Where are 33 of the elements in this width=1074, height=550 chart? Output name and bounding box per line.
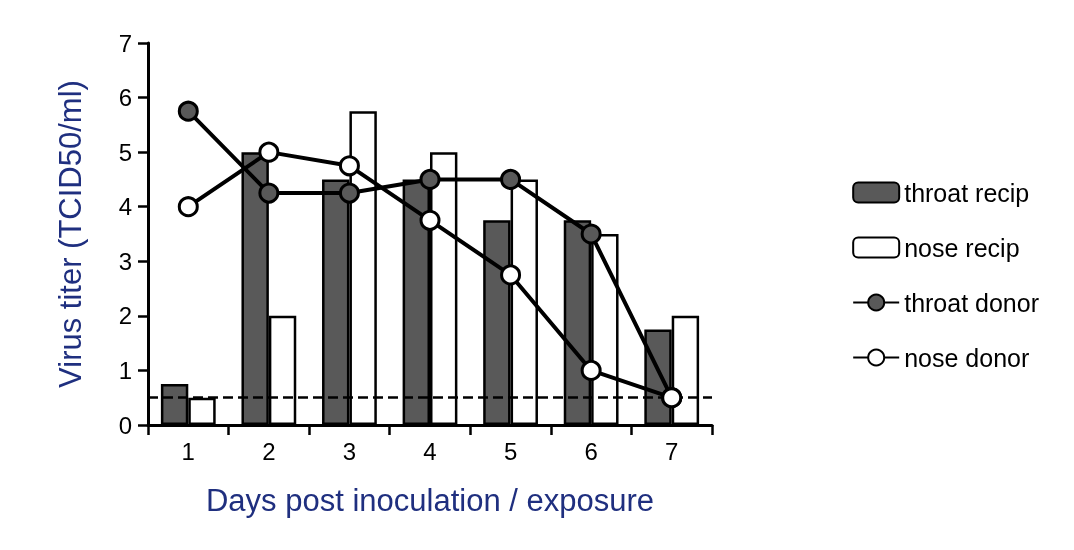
y-tick-label: 1 [118,356,132,384]
y-tick-label: 5 [118,138,132,166]
point [338,155,360,177]
legend-label: throat donor [904,288,1040,317]
point [177,100,199,122]
point [338,182,360,204]
x-tick-label: 1 [181,437,195,465]
point [500,264,522,286]
x-tick-label: 2 [262,437,276,465]
y-tick-label: 3 [118,247,132,275]
point [258,141,280,163]
point [419,209,441,231]
legend-label: throat recip [904,178,1030,207]
legend-label: nose recip [904,233,1020,262]
x-tick-label: 6 [584,437,598,465]
point [580,359,602,381]
x-axis-title: Days post inoculation / exposure [205,483,655,518]
y-tick-label: 7 [118,29,132,57]
y-tick-label: 4 [118,193,132,221]
y-tick-label: 2 [118,302,132,330]
legend-label: nose donor [904,343,1030,372]
x-tick-label: 7 [665,437,679,465]
x-tick-label: 4 [423,437,437,465]
point [177,196,199,218]
y-axis-title: Virus titer (TCID50/ml) [53,80,88,388]
y-tick-label: 0 [118,411,132,439]
point [580,223,602,245]
point [500,168,522,190]
point [419,168,441,190]
point [258,182,280,204]
y-tick-label: 6 [118,84,132,112]
x-tick-label: 5 [503,437,518,465]
x-tick-label: 3 [342,437,357,465]
